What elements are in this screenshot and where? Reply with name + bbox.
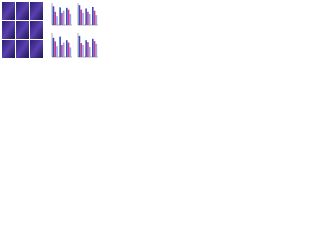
micrograph — [30, 40, 43, 58]
micrograph — [2, 2, 15, 20]
bar — [82, 12, 84, 25]
bar — [52, 37, 55, 57]
bar — [95, 43, 98, 57]
micrographs — [2, 2, 43, 58]
bar — [54, 41, 57, 57]
page: (() => { const data = JSON.parse(documen… — [0, 0, 320, 61]
micrograph — [2, 40, 15, 58]
micrograph — [16, 40, 29, 58]
bar — [82, 45, 84, 57]
bar — [78, 35, 81, 57]
micrograph — [16, 21, 29, 39]
figure — [2, 2, 98, 58]
bar — [88, 46, 91, 57]
micrograph — [30, 21, 43, 39]
bar — [67, 42, 70, 57]
bar — [56, 16, 58, 25]
bar — [92, 38, 94, 57]
bar — [66, 40, 68, 57]
bar — [85, 8, 87, 25]
micrograph — [2, 21, 15, 39]
bar — [56, 46, 58, 57]
bar — [85, 40, 87, 57]
bar — [92, 6, 94, 26]
micrograph — [16, 2, 29, 20]
bar — [88, 14, 91, 25]
bar — [52, 6, 55, 26]
bar — [95, 15, 98, 25]
bar — [61, 45, 63, 57]
bar — [69, 47, 72, 57]
bar — [59, 36, 61, 57]
bar — [61, 12, 63, 25]
bar — [54, 11, 57, 25]
bar — [59, 7, 61, 26]
bar — [62, 42, 65, 57]
bar — [93, 41, 96, 57]
bar — [69, 14, 72, 25]
bar — [78, 5, 81, 25]
bar — [87, 11, 89, 25]
bar — [67, 9, 70, 25]
bar — [66, 7, 68, 25]
bar — [93, 10, 96, 25]
bar — [80, 9, 83, 25]
bar — [62, 10, 65, 25]
bar — [80, 43, 83, 57]
micrograph — [30, 2, 43, 20]
bar — [87, 42, 89, 57]
